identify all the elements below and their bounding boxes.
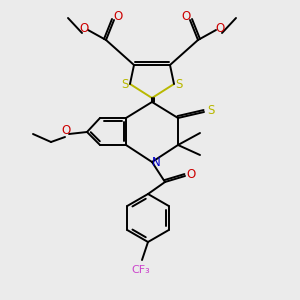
Text: S: S: [175, 79, 183, 92]
Text: O: O: [80, 22, 88, 35]
Text: O: O: [215, 22, 225, 35]
Text: S: S: [207, 104, 215, 118]
Text: O: O: [113, 10, 123, 22]
Text: N: N: [152, 157, 160, 169]
Text: S: S: [121, 79, 129, 92]
Text: CF₃: CF₃: [132, 265, 150, 275]
Text: O: O: [186, 167, 196, 181]
Text: O: O: [182, 10, 190, 22]
Text: O: O: [61, 124, 70, 136]
